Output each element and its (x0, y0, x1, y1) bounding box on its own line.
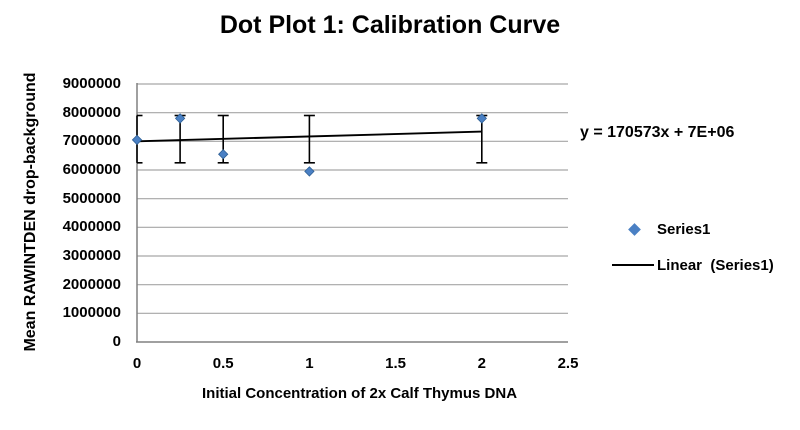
y-tick-label: 8000000 (62, 103, 121, 121)
y-tick-label: 3000000 (62, 247, 121, 264)
y-tick-label: 2000000 (62, 275, 121, 293)
data-point-diamond (131, 134, 143, 146)
data-point-diamond (476, 113, 487, 124)
trendline-equation: y = 170573x + 7E+06 (580, 124, 735, 141)
series1-diamond-icon (628, 222, 641, 236)
y-tick-label: 0 (112, 333, 121, 350)
x-tick-label: 2.5 (557, 355, 579, 372)
x-tick-label: 0.5 (212, 355, 234, 372)
legend-series1-label: Series1 (657, 220, 711, 238)
y-tick-label: 1000000 (62, 304, 121, 322)
x-tick-label: 1 (305, 355, 314, 372)
y-tick-label: 4000000 (62, 218, 121, 236)
legend-item-linear: Linear (Series1) (612, 256, 774, 274)
y-tick-label: 5000000 (62, 189, 121, 207)
error-bar (303, 114, 315, 164)
chart-title: Dot Plot 1: Calibration Curve (219, 11, 561, 39)
y-tick-label: 7000000 (62, 132, 121, 150)
legend-item-series1: Series1 (628, 220, 711, 238)
data-point-diamond (218, 149, 229, 160)
x-tick-label: 2 (477, 355, 486, 372)
trendline (136, 130, 482, 143)
x-tick-label: 0 (132, 355, 142, 372)
data-point-diamond (174, 113, 186, 124)
legend-linear-label: Linear (Series1) (657, 256, 774, 274)
x-tick-label: 1.5 (385, 355, 407, 372)
y-tick-label: 9000000 (62, 75, 121, 92)
x-axis-title: Initial Concentration of 2x Calf Thymus … (202, 385, 518, 402)
data-point-diamond (304, 166, 315, 177)
linear-line-icon (612, 264, 654, 266)
y-tick-label: 6000000 (62, 161, 121, 178)
